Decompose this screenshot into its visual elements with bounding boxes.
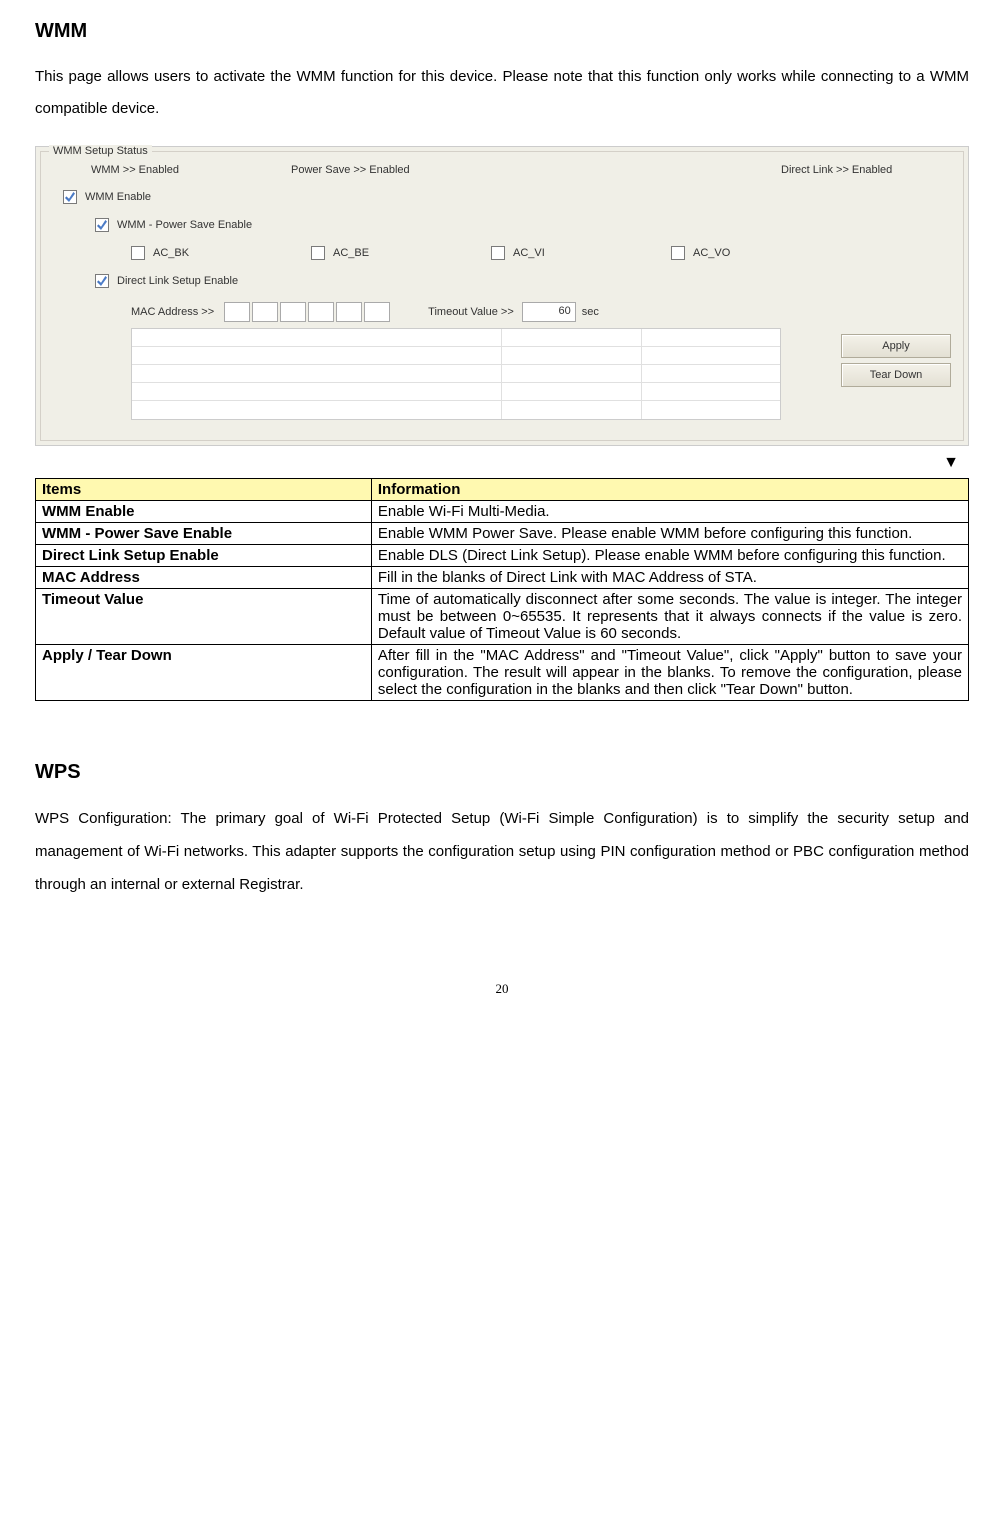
timeout-input[interactable]: 60 [522, 302, 576, 322]
wmm-setup-panel: WMM Setup Status WMM >> Enabled Power Sa… [35, 146, 969, 446]
grid-row[interactable] [132, 347, 780, 365]
power-save-label: WMM - Power Save Enable [117, 219, 252, 231]
grid-cell [502, 383, 642, 400]
ac-bk-checkbox[interactable] [131, 246, 145, 260]
grid-cell [132, 347, 502, 364]
grid-cell [502, 401, 642, 419]
table-cell-info: Enable DLS (Direct Link Setup). Please e… [371, 545, 968, 567]
mac-input-1[interactable] [224, 302, 250, 322]
ac-be-item: AC_BE [311, 246, 491, 260]
table-cell-item: WMM Enable [36, 501, 372, 523]
table-row: Timeout Value Time of automatically disc… [36, 589, 969, 645]
ac-vo-item: AC_VO [671, 246, 851, 260]
ac-be-checkbox[interactable] [311, 246, 325, 260]
status-row: WMM >> Enabled Power Save >> Enabled Dir… [53, 164, 951, 176]
table-cell-item: Direct Link Setup Enable [36, 545, 372, 567]
teardown-button[interactable]: Tear Down [841, 363, 951, 387]
ac-vi-label: AC_VI [513, 247, 545, 259]
down-arrow-icon: ▼ [35, 454, 969, 472]
table-cell-info: Fill in the blanks of Direct Link with M… [371, 567, 968, 589]
grid-row[interactable] [132, 329, 780, 347]
ac-row: AC_BK AC_BE AC_VI AC_VO [53, 246, 951, 260]
grid-cell [642, 347, 780, 364]
table-cell-item: Apply / Tear Down [36, 645, 372, 701]
table-row: Apply / Tear Down After fill in the "MAC… [36, 645, 969, 701]
mac-timeout-row: MAC Address >> Timeout Value >> 60 sec [53, 302, 951, 322]
grid-cell [502, 365, 642, 382]
ac-vo-checkbox[interactable] [671, 246, 685, 260]
status-direct-link: Direct Link >> Enabled [781, 164, 951, 176]
page-number: 20 [35, 981, 969, 997]
table-header-info: Information [371, 479, 968, 501]
table-row: WMM Enable Enable Wi-Fi Multi-Media. [36, 501, 969, 523]
grid-cell [132, 383, 502, 400]
wps-heading: WPS [35, 761, 969, 784]
table-cell-item: WMM - Power Save Enable [36, 523, 372, 545]
table-header-items: Items [36, 479, 372, 501]
grid-row[interactable] [132, 401, 780, 419]
ac-bk-label: AC_BK [153, 247, 189, 259]
wmm-enable-label: WMM Enable [85, 191, 151, 203]
wmm-intro: This page allows users to activate the W… [35, 61, 969, 124]
ac-vi-item: AC_VI [491, 246, 671, 260]
table-cell-info: Enable WMM Power Save. Please enable WMM… [371, 523, 968, 545]
grid-row[interactable] [132, 383, 780, 401]
grid-row[interactable] [132, 365, 780, 383]
dls-label: Direct Link Setup Enable [117, 275, 238, 287]
table-row: Direct Link Setup Enable Enable DLS (Dir… [36, 545, 969, 567]
fieldset-legend: WMM Setup Status [49, 145, 152, 157]
grid-cell [642, 401, 780, 419]
grid-cell [132, 365, 502, 382]
status-wmm: WMM >> Enabled [91, 164, 291, 176]
mac-input-3[interactable] [280, 302, 306, 322]
grid-cell [642, 365, 780, 382]
wmm-enable-row: WMM Enable [53, 190, 951, 204]
action-buttons: Apply Tear Down [841, 334, 951, 387]
dls-checkbox[interactable] [95, 274, 109, 288]
table-cell-info: Time of automatically disconnect after s… [371, 589, 968, 645]
power-save-row: WMM - Power Save Enable [53, 218, 951, 232]
mac-address-label: MAC Address >> [131, 306, 214, 318]
mac-input-4[interactable] [308, 302, 334, 322]
dls-row: Direct Link Setup Enable [53, 274, 951, 288]
grid-cell [132, 401, 502, 419]
grid-cell [502, 347, 642, 364]
apply-button[interactable]: Apply [841, 334, 951, 358]
table-cell-info: Enable Wi-Fi Multi-Media. [371, 501, 968, 523]
grid-cell [502, 329, 642, 346]
status-power-save: Power Save >> Enabled [291, 164, 781, 176]
ac-vo-label: AC_VO [693, 247, 730, 259]
table-cell-item: MAC Address [36, 567, 372, 589]
mac-input-5[interactable] [336, 302, 362, 322]
grid-cell [642, 383, 780, 400]
wmm-enable-checkbox[interactable] [63, 190, 77, 204]
table-row: WMM - Power Save Enable Enable WMM Power… [36, 523, 969, 545]
power-save-checkbox[interactable] [95, 218, 109, 232]
timeout-label: Timeout Value >> [428, 306, 514, 318]
mac-input-6[interactable] [364, 302, 390, 322]
info-table: Items Information WMM Enable Enable Wi-F… [35, 478, 969, 701]
mac-input-2[interactable] [252, 302, 278, 322]
wmm-heading: WMM [35, 20, 969, 43]
table-row: MAC Address Fill in the blanks of Direct… [36, 567, 969, 589]
sec-label: sec [582, 306, 599, 318]
table-cell-item: Timeout Value [36, 589, 372, 645]
mac-inputs [224, 302, 390, 322]
wps-intro: WPS Configuration: The primary goal of W… [35, 802, 969, 901]
results-grid [131, 328, 781, 420]
ac-be-label: AC_BE [333, 247, 369, 259]
grid-cell [642, 329, 780, 346]
ac-vi-checkbox[interactable] [491, 246, 505, 260]
table-cell-info: After fill in the "MAC Address" and "Tim… [371, 645, 968, 701]
wmm-fieldset: WMM Setup Status WMM >> Enabled Power Sa… [40, 151, 964, 441]
grid-cell [132, 329, 502, 346]
ac-bk-item: AC_BK [131, 246, 311, 260]
